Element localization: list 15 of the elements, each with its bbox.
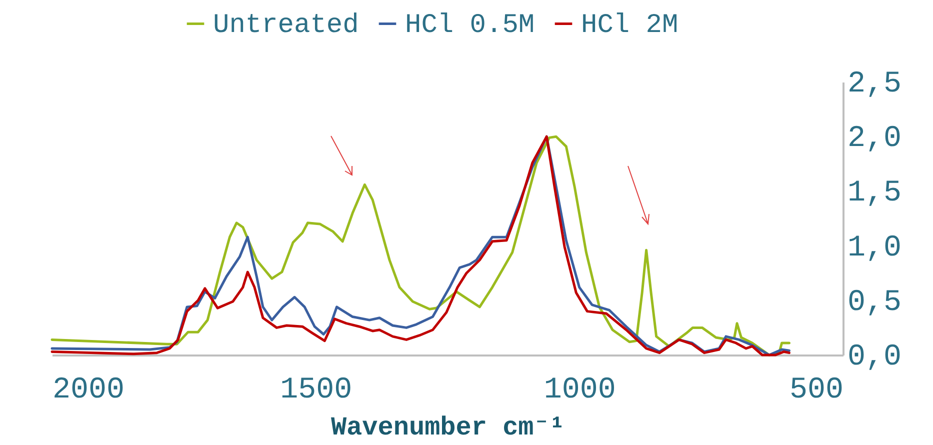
- y-tick-label: 1,0: [848, 231, 902, 266]
- y-tick-label: 1,5: [848, 176, 902, 211]
- legend-label: HCl 2M: [581, 10, 678, 41]
- legend-label: Untreated: [213, 10, 359, 41]
- y-tick-label: 0,5: [848, 286, 902, 320]
- x-tick-label: 500: [789, 374, 844, 408]
- y-tick-label: 2,0: [848, 122, 902, 156]
- x-tick-label: 2000: [52, 374, 125, 408]
- y-tick-label: 2,5: [848, 68, 902, 102]
- y-tick-label: 0,0: [848, 340, 902, 374]
- x-tick-label: 1000: [544, 374, 616, 408]
- x-axis-title: Wavenumber cm⁻¹: [330, 412, 566, 442]
- x-tick-label: 1500: [280, 374, 352, 408]
- line-series: [50, 135, 790, 356]
- legend-label: HCl 0.5M: [405, 10, 535, 41]
